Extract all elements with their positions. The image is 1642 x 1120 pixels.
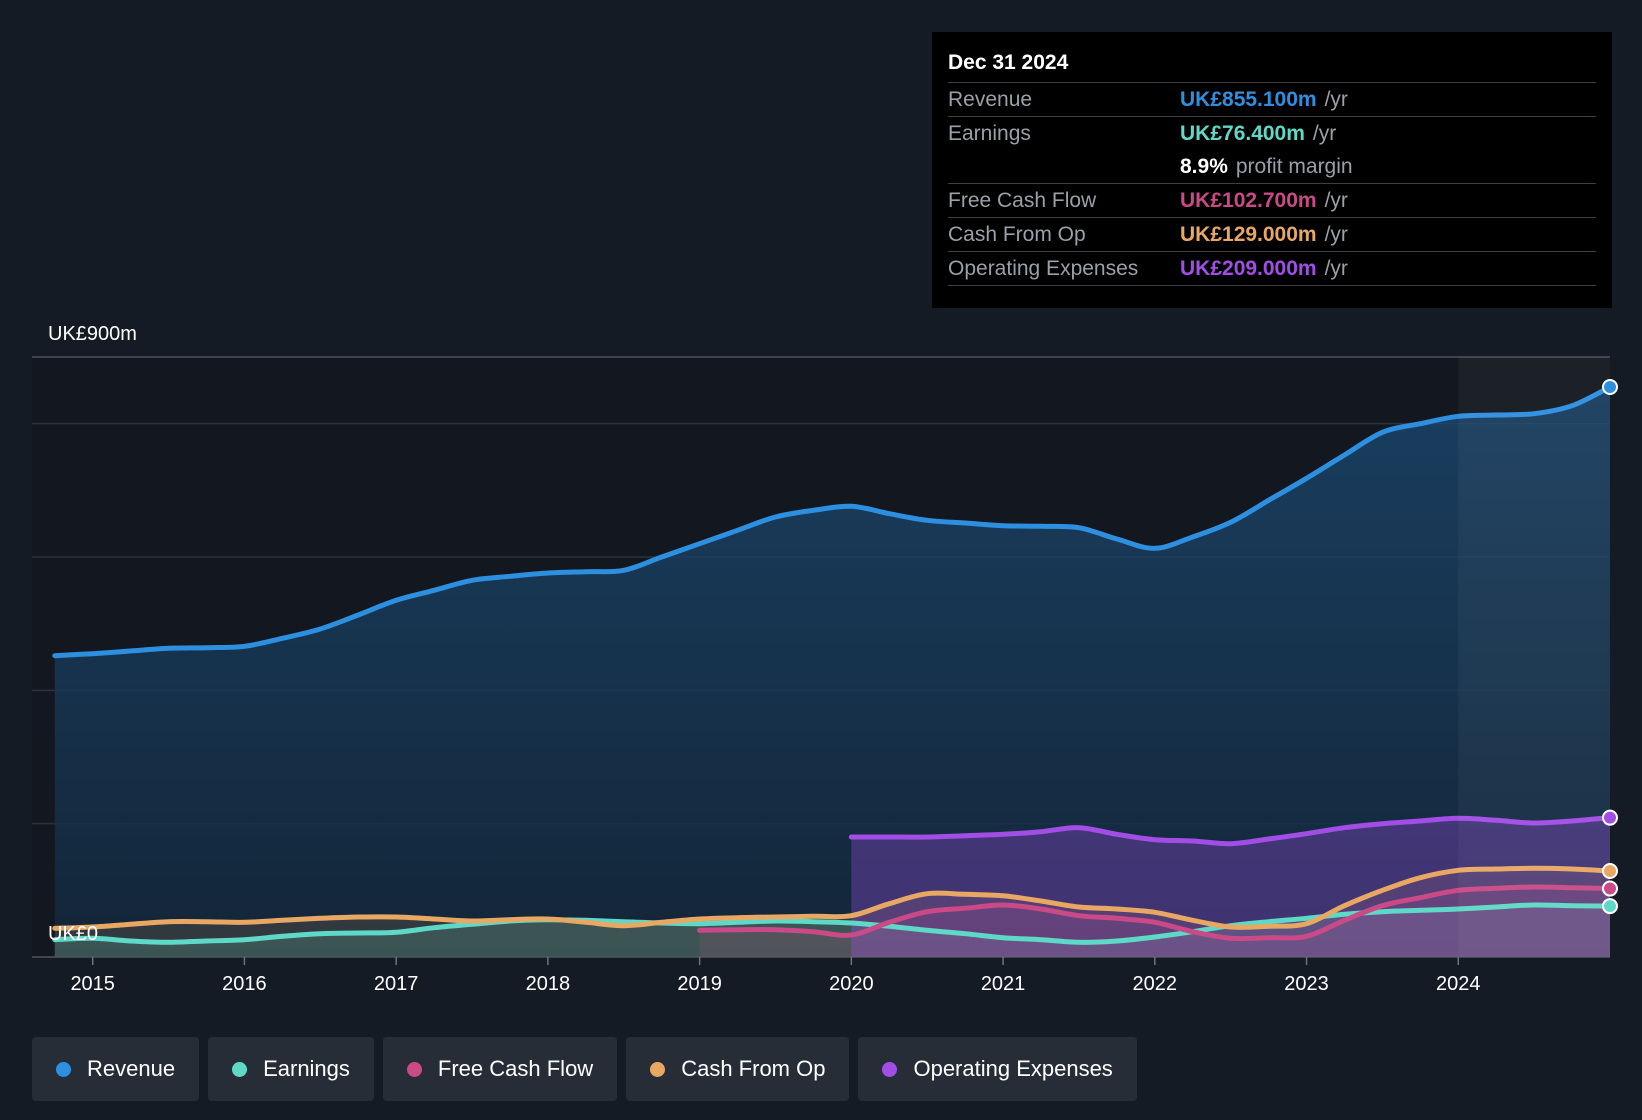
tooltip-label: Operating Expenses bbox=[948, 257, 1139, 280]
area-earnings bbox=[54, 904, 1610, 957]
tooltip-unit: profit margin bbox=[1235, 155, 1353, 178]
legend-item-cash-from-op[interactable]: Cash From Op bbox=[626, 1037, 850, 1101]
x-axis: 2015 2016 2017 2018 2019 2020 2021 2022 2023 2024 bbox=[70, 957, 1481, 995]
tooltip-label: Free Cash Flow bbox=[948, 189, 1097, 212]
legend-item-revenue[interactable]: Revenue bbox=[32, 1037, 200, 1101]
series-end-markers bbox=[1602, 379, 1618, 915]
end-marker-free-cash-flow bbox=[1602, 880, 1618, 897]
legend: Revenue Earnings Free Cash Flow Cash Fro… bbox=[32, 1037, 1137, 1101]
tooltip-date: Dec 31 2024 bbox=[948, 51, 1069, 74]
tooltip-value: UK£76.400m bbox=[1180, 122, 1305, 145]
tooltip-row-earnings: Earnings UK£76.400m /yr bbox=[948, 116, 1596, 150]
series-lines bbox=[52, 384, 1613, 945]
line-operating-expenses bbox=[848, 815, 1613, 847]
area-free-cash-flow bbox=[699, 886, 1610, 957]
y-axis-top-label: UK£900m bbox=[48, 323, 137, 345]
legend-dot-icon bbox=[882, 1061, 898, 1077]
end-marker-operating-expenses bbox=[1602, 809, 1618, 826]
tooltip-value: UK£102.700m bbox=[1180, 189, 1317, 212]
tooltip-row-cash-from-op: Cash From Op UK£129.000m /yr bbox=[948, 217, 1596, 251]
tooltip-unit: /yr bbox=[1324, 189, 1348, 212]
legend-label: Cash From Op bbox=[681, 1056, 826, 1081]
tooltip-label bbox=[948, 150, 1180, 183]
legend-item-operating-expenses[interactable]: Operating Expenses bbox=[858, 1037, 1137, 1101]
line-revenue bbox=[52, 384, 1613, 659]
legend-dot-icon bbox=[232, 1061, 248, 1077]
legend-label: Free Cash Flow bbox=[437, 1056, 594, 1081]
legend-label: Operating Expenses bbox=[913, 1056, 1113, 1081]
x-tick-label: 2015 bbox=[70, 973, 115, 995]
end-marker-cash-from-op bbox=[1602, 863, 1618, 879]
tooltip-row-free-cash-flow: Free Cash Flow UK£102.700m /yr bbox=[948, 183, 1596, 217]
x-tick-label: 2021 bbox=[981, 973, 1026, 995]
area-operating-expenses bbox=[851, 817, 1610, 957]
tooltip-value: UK£129.000m bbox=[1180, 223, 1317, 246]
x-tick-label: 2024 bbox=[1436, 973, 1481, 995]
x-tick-label: 2016 bbox=[222, 973, 267, 995]
area-revenue bbox=[54, 387, 1610, 957]
legend-dot-icon bbox=[650, 1061, 666, 1077]
end-marker-revenue bbox=[1602, 379, 1618, 395]
current-period-highlight bbox=[1458, 357, 1610, 957]
tooltip-value: UK£209.000m bbox=[1180, 257, 1317, 280]
tooltip-value: UK£855.100m bbox=[1180, 88, 1317, 111]
legend-dot-icon bbox=[56, 1061, 71, 1077]
x-tick-label: 2020 bbox=[829, 973, 874, 995]
legend-item-free-cash-flow[interactable]: Free Cash Flow bbox=[382, 1037, 618, 1101]
tooltip-unit: /yr bbox=[1324, 88, 1348, 111]
line-earnings bbox=[52, 902, 1613, 945]
tooltip-unit: /yr bbox=[1324, 223, 1348, 246]
y-axis-bottom-label: UK£0 bbox=[48, 923, 98, 945]
tooltip-label: Earnings bbox=[948, 122, 1031, 145]
x-tick-label: 2022 bbox=[1133, 973, 1178, 995]
end-marker-earnings bbox=[1602, 898, 1618, 915]
legend-label: Earnings bbox=[263, 1056, 350, 1081]
tooltip-value: 8.9% bbox=[1180, 155, 1228, 178]
line-free-cash-flow bbox=[697, 884, 1613, 942]
tooltip-row-operating-expenses: Operating Expenses UK£209.000m /yr bbox=[948, 251, 1596, 286]
x-tick-label: 2017 bbox=[374, 973, 419, 995]
x-tick-label: 2023 bbox=[1284, 973, 1329, 995]
x-tick-label: 2018 bbox=[526, 973, 571, 995]
tooltip-row-revenue: Revenue UK£855.100m /yr bbox=[948, 82, 1596, 116]
tooltip-unit: /yr bbox=[1312, 122, 1337, 145]
tooltip-row-profit-margin: 8.9% profit margin bbox=[948, 150, 1596, 183]
tooltip-label: Cash From Op bbox=[948, 223, 1086, 246]
line-cash-from-op bbox=[52, 865, 1613, 931]
tooltip: Dec 31 2024 Revenue UK£855.100m /yr Earn… bbox=[932, 32, 1612, 308]
tooltip-unit: /yr bbox=[1324, 257, 1348, 280]
legend-item-earnings[interactable]: Earnings bbox=[208, 1037, 374, 1101]
tooltip-label: Revenue bbox=[948, 88, 1033, 111]
legend-label: Revenue bbox=[87, 1056, 176, 1081]
legend-dot-icon bbox=[406, 1061, 422, 1077]
x-tick-label: 2019 bbox=[677, 973, 722, 995]
